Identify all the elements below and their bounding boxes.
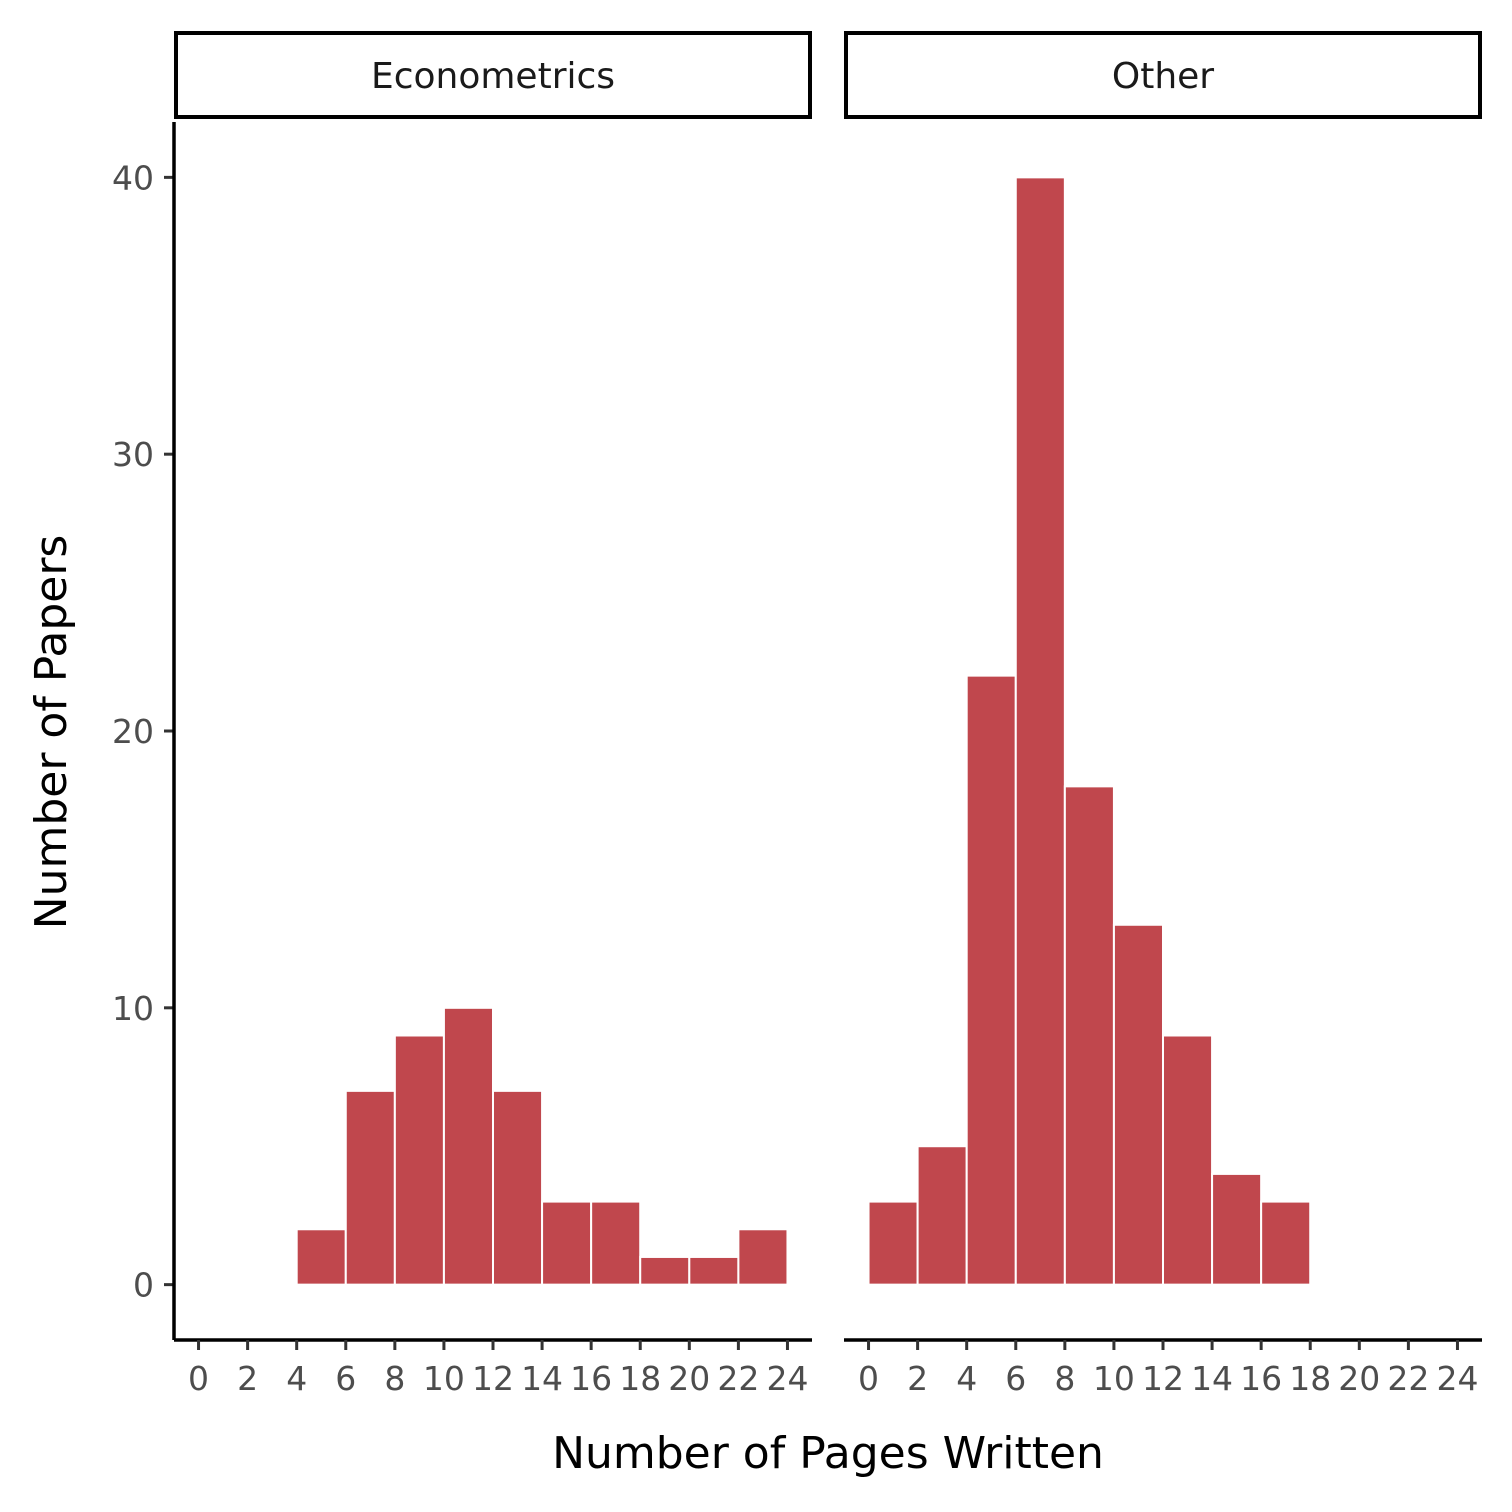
x-tick-label: 12: [1142, 1359, 1184, 1398]
x-tick-label: 16: [570, 1359, 612, 1398]
x-tick-label: 2: [237, 1359, 258, 1398]
y-tick-label: 20: [112, 712, 154, 751]
x-tick-label: 0: [858, 1359, 879, 1398]
histogram-bar: [1211, 1172, 1263, 1286]
histogram-bar: [639, 1255, 691, 1286]
histogram-bar: [492, 1089, 544, 1286]
facet-strip: [174, 31, 812, 119]
x-tick-label: 18: [1289, 1359, 1331, 1398]
histogram-bar: [1112, 923, 1165, 1286]
x-tick-label: 14: [1191, 1359, 1233, 1398]
x-tick-label: 4: [286, 1359, 307, 1398]
histogram-bar: [1014, 176, 1066, 1286]
histogram-bar: [916, 1145, 968, 1286]
y-tick-label: 30: [112, 435, 154, 474]
facet-strip-label: Econometrics: [371, 56, 615, 97]
x-tick-label: 20: [668, 1359, 710, 1398]
x-tick-label: 6: [335, 1359, 356, 1398]
x-tick-label: 20: [1338, 1359, 1380, 1398]
histogram-bar: [688, 1255, 740, 1286]
histogram-bar: [393, 1034, 445, 1286]
histogram-bar: [965, 674, 1017, 1286]
x-axis-title: Number of Pages Written: [552, 1428, 1104, 1479]
histogram-bar: [442, 1006, 494, 1286]
histogram-bar: [590, 1200, 642, 1286]
y-tick-label: 40: [112, 158, 154, 197]
histogram-bar: [1162, 1034, 1214, 1286]
histogram-bar: [1260, 1200, 1312, 1286]
y-axis: 0 10 20 30 40: [112, 122, 176, 1340]
x-tick-label: 2: [907, 1359, 928, 1398]
x-tick-label: 8: [384, 1359, 405, 1398]
x-tick-label: 10: [1093, 1359, 1135, 1398]
x-tick-label: 6: [1005, 1359, 1026, 1398]
histogram-bar: [295, 1228, 347, 1286]
x-tick-label: 4: [956, 1359, 977, 1398]
y-tick-label: 10: [112, 989, 154, 1028]
x-tick-label: 22: [717, 1359, 759, 1398]
facet-strip: [844, 31, 1482, 119]
x-tick-label: 0: [188, 1359, 209, 1398]
x-tick-label: 8: [1054, 1359, 1075, 1398]
histogram-bar: [867, 1200, 919, 1286]
y-tick-label: 0: [133, 1266, 154, 1305]
x-tick-label: 16: [1240, 1359, 1282, 1398]
histogram-bar: [344, 1089, 396, 1286]
x-tick-label: 18: [619, 1359, 661, 1398]
x-tick-label: 10: [423, 1359, 465, 1398]
x-tick-label: 24: [1436, 1359, 1478, 1398]
histogram-bar: [737, 1228, 789, 1286]
histogram-bar: [1063, 785, 1115, 1286]
y-axis-title: Number of Papers: [26, 535, 77, 930]
x-tick-label: 24: [766, 1359, 808, 1398]
histogram-bar: [541, 1200, 593, 1286]
x-tick-label: 22: [1387, 1359, 1429, 1398]
x-tick-label: 12: [472, 1359, 514, 1398]
x-tick-label: 14: [521, 1359, 563, 1398]
facet-strip-label: Other: [1112, 56, 1214, 97]
